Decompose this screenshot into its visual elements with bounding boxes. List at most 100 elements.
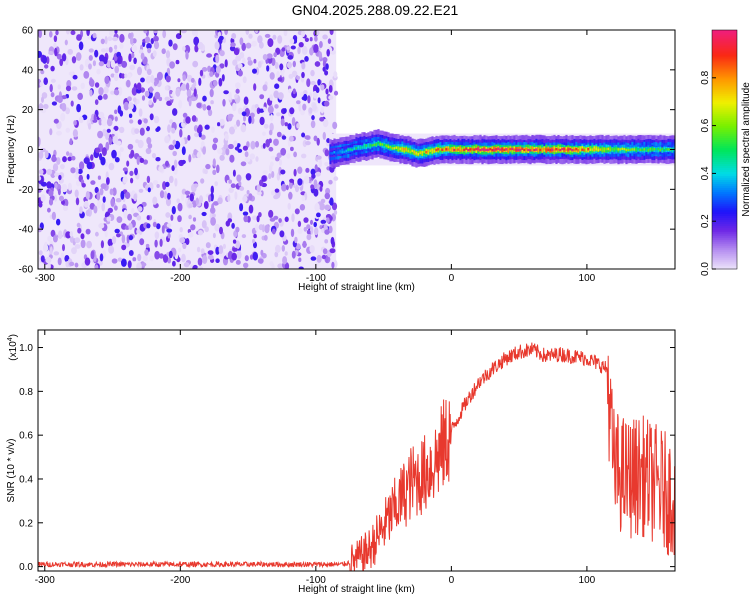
- signal-cell: [621, 147, 624, 150]
- noise-cell: [114, 65, 119, 74]
- noise-cell: [231, 222, 235, 229]
- noise-cell: [271, 171, 275, 178]
- noise-cell: [299, 91, 305, 98]
- signal-cell: [661, 147, 664, 153]
- noise-cell: [268, 173, 272, 180]
- noise-cell: [98, 87, 104, 96]
- noise-cell: [44, 150, 49, 159]
- noise-cell: [74, 173, 81, 180]
- noise-cell: [163, 191, 168, 200]
- noise-cell: [281, 69, 285, 78]
- noise-cell: [120, 190, 125, 200]
- noise-cell: [212, 213, 216, 218]
- signal-cell: [425, 151, 428, 154]
- noise-cell: [258, 212, 262, 218]
- noise-cell: [333, 260, 338, 269]
- noise-cell: [197, 41, 204, 50]
- colorbar-cell: [712, 221, 737, 224]
- noise-cell: [162, 30, 167, 39]
- noise-cell: [322, 248, 328, 255]
- noise-cell: [56, 157, 61, 165]
- noise-cell: [57, 188, 61, 196]
- colorbar-cell: [712, 251, 737, 254]
- signal-cell: [623, 147, 626, 151]
- signal-cell: [529, 146, 532, 152]
- colorbar-cell: [712, 233, 737, 236]
- noise-cell: [100, 240, 104, 249]
- colorbar-cell: [712, 187, 737, 190]
- noise-cell: [147, 187, 151, 193]
- signal-cell: [519, 148, 522, 152]
- noise-cell: [266, 65, 270, 72]
- noise-cell: [254, 104, 259, 109]
- noise-cell: [284, 216, 289, 223]
- noise-cell: [310, 219, 313, 225]
- noise-cell: [277, 92, 284, 100]
- noise-cell: [54, 172, 60, 177]
- noise-cell: [95, 147, 101, 154]
- noise-cell: [65, 127, 71, 133]
- y-tick-label: 40: [22, 65, 34, 76]
- noise-cell: [281, 47, 286, 52]
- colorbar-cell: [712, 239, 737, 242]
- noise-cell: [40, 194, 46, 202]
- noise-cell: [154, 250, 160, 260]
- noise-cell: [212, 143, 218, 151]
- noise-cell: [186, 88, 192, 98]
- noise-cell: [287, 202, 291, 210]
- noise-cell: [74, 244, 81, 249]
- noise-cell: [181, 159, 186, 165]
- noise-cell: [165, 212, 171, 218]
- noise-cell: [99, 253, 104, 262]
- colorbar-cell: [712, 199, 737, 202]
- colorbar-cell: [712, 109, 737, 113]
- y-tick-label: -40: [19, 225, 34, 236]
- noise-cell: [167, 124, 171, 133]
- noise-cell: [98, 111, 105, 119]
- noise-cell: [213, 79, 218, 87]
- signal-cell: [541, 148, 544, 151]
- signal-cell: [521, 147, 524, 150]
- axis-multiplier-label: (x104): [7, 334, 19, 361]
- noise-cell: [97, 175, 101, 180]
- noise-cell: [119, 33, 125, 43]
- signal-cell: [349, 148, 352, 151]
- noise-cell: [290, 146, 294, 152]
- signal-cell: [505, 148, 508, 151]
- noise-cell: [65, 57, 69, 66]
- signal-cell: [439, 148, 442, 151]
- noise-cell: [237, 148, 243, 153]
- noise-cell: [314, 202, 320, 212]
- noise-cell: [315, 171, 321, 177]
- signal-cell: [619, 148, 622, 151]
- noise-cell: [313, 135, 318, 142]
- noise-cell: [94, 82, 100, 88]
- noise-cell: [210, 185, 214, 194]
- noise-cell: [289, 107, 295, 115]
- signal-cell: [635, 148, 638, 151]
- signal-cell: [563, 147, 566, 151]
- colorbar-tick-label: 0.0: [700, 262, 711, 276]
- noise-cell: [165, 75, 171, 83]
- noise-cell: [172, 139, 177, 145]
- signal-cell: [385, 144, 388, 147]
- noise-cell: [114, 30, 118, 34]
- noise-cell: [77, 227, 82, 234]
- noise-cell: [169, 119, 174, 124]
- noise-cell: [301, 45, 308, 55]
- noise-cell: [239, 186, 245, 191]
- y-tick-label: 0.6: [19, 431, 33, 442]
- noise-cell: [261, 224, 265, 233]
- noise-cell: [130, 36, 134, 45]
- y-tick-label: 0.4: [19, 474, 33, 485]
- colorbar-tick-label: 0.8: [700, 70, 711, 84]
- noise-cell: [185, 116, 191, 124]
- noise-cell: [113, 125, 119, 131]
- colorbar-cell: [712, 235, 737, 238]
- noise-cell: [268, 146, 274, 152]
- noise-cell: [72, 129, 78, 138]
- noise-cell: [146, 126, 150, 132]
- noise-cell: [270, 190, 276, 196]
- noise-cell: [94, 99, 99, 105]
